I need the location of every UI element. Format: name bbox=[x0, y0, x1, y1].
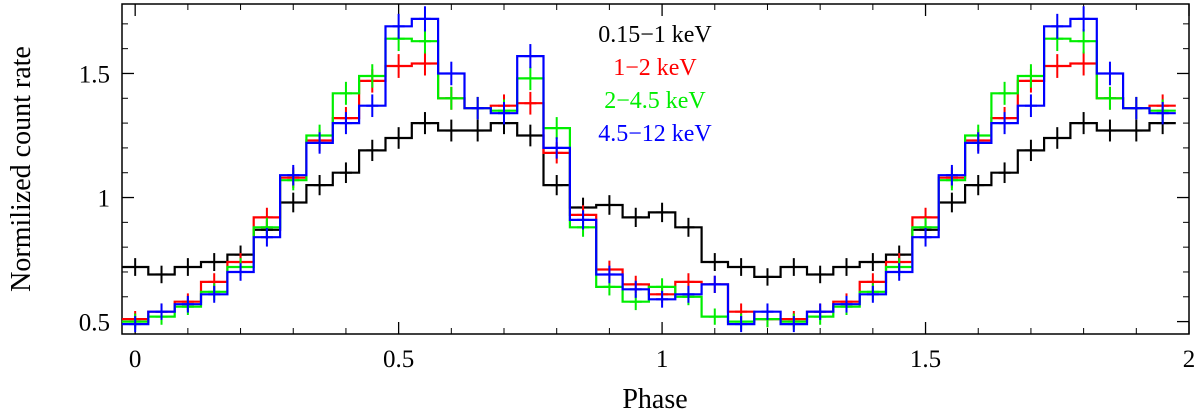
axis-tick-labels: 0 0.5 1 1.5 2 0.5 1 1.5 bbox=[79, 61, 1196, 373]
legend-entry: 4.5−12 keV bbox=[598, 121, 712, 147]
x-tick-label: 0.5 bbox=[383, 346, 414, 373]
y-tick-label: 0.5 bbox=[79, 310, 110, 337]
x-tick-label: 1 bbox=[656, 346, 669, 373]
legend-entry: 2−4.5 keV bbox=[604, 88, 706, 114]
x-tick-label: 0 bbox=[129, 346, 142, 373]
y-tick-label: 1.5 bbox=[79, 61, 110, 88]
x-axis-title: Phase bbox=[622, 384, 687, 414]
axis-ticks bbox=[122, 4, 1190, 334]
y-tick-label: 1 bbox=[98, 186, 111, 213]
legend-entry: 1−2 keV bbox=[613, 55, 697, 81]
plot-frame bbox=[121, 3, 1190, 335]
legend: 0.15−1 keV 1−2 keV 2−4.5 keV 4.5−12 keV bbox=[598, 22, 712, 147]
y-axis-title: Normilized count rate bbox=[6, 46, 37, 292]
x-tick-label: 1.5 bbox=[910, 346, 941, 373]
x-tick-label: 2 bbox=[1183, 346, 1196, 373]
series-4 bbox=[122, 6, 1176, 333]
series-step-line bbox=[122, 122, 1176, 278]
series-layer bbox=[122, 6, 1176, 333]
series-step-line bbox=[122, 17, 1176, 326]
legend-entry: 0.15−1 keV bbox=[598, 22, 712, 48]
